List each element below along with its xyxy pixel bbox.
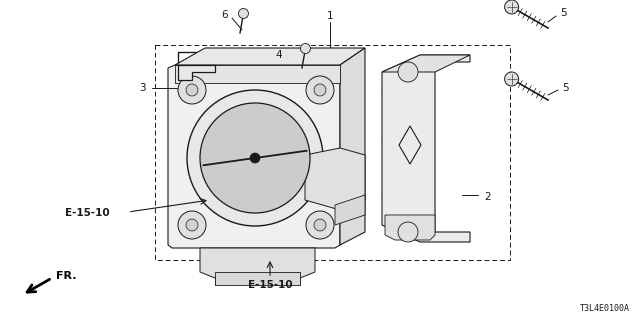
Circle shape — [178, 76, 206, 104]
Text: 3: 3 — [140, 83, 146, 93]
Polygon shape — [382, 55, 470, 72]
Circle shape — [306, 76, 334, 104]
Polygon shape — [200, 248, 315, 278]
Circle shape — [306, 211, 334, 239]
Polygon shape — [340, 48, 365, 245]
Bar — [175, 65, 340, 83]
Circle shape — [398, 222, 418, 242]
Text: 4: 4 — [275, 50, 282, 60]
Polygon shape — [175, 48, 365, 65]
Circle shape — [250, 153, 260, 163]
Circle shape — [187, 90, 323, 226]
Text: 5: 5 — [560, 8, 566, 18]
Circle shape — [300, 44, 310, 53]
Text: 6: 6 — [221, 10, 228, 20]
Circle shape — [504, 72, 518, 86]
Text: E-15-10: E-15-10 — [248, 280, 292, 290]
Polygon shape — [168, 65, 340, 248]
Circle shape — [186, 84, 198, 96]
Polygon shape — [382, 55, 470, 242]
Polygon shape — [305, 148, 365, 210]
Bar — [215, 272, 300, 285]
Circle shape — [504, 0, 518, 14]
Text: 1: 1 — [326, 11, 333, 21]
Circle shape — [239, 9, 248, 19]
Circle shape — [178, 211, 206, 239]
Text: 2: 2 — [484, 192, 491, 202]
Polygon shape — [385, 215, 435, 240]
Text: 5: 5 — [562, 83, 568, 93]
Circle shape — [186, 219, 198, 231]
Circle shape — [314, 84, 326, 96]
Text: FR.: FR. — [56, 271, 77, 281]
Polygon shape — [335, 195, 365, 225]
Circle shape — [398, 62, 418, 82]
Text: E-15-10: E-15-10 — [65, 208, 109, 218]
Polygon shape — [178, 65, 215, 80]
Bar — [155, 45, 510, 260]
Circle shape — [314, 219, 326, 231]
Circle shape — [200, 103, 310, 213]
Text: T3L4E0100A: T3L4E0100A — [580, 304, 630, 313]
